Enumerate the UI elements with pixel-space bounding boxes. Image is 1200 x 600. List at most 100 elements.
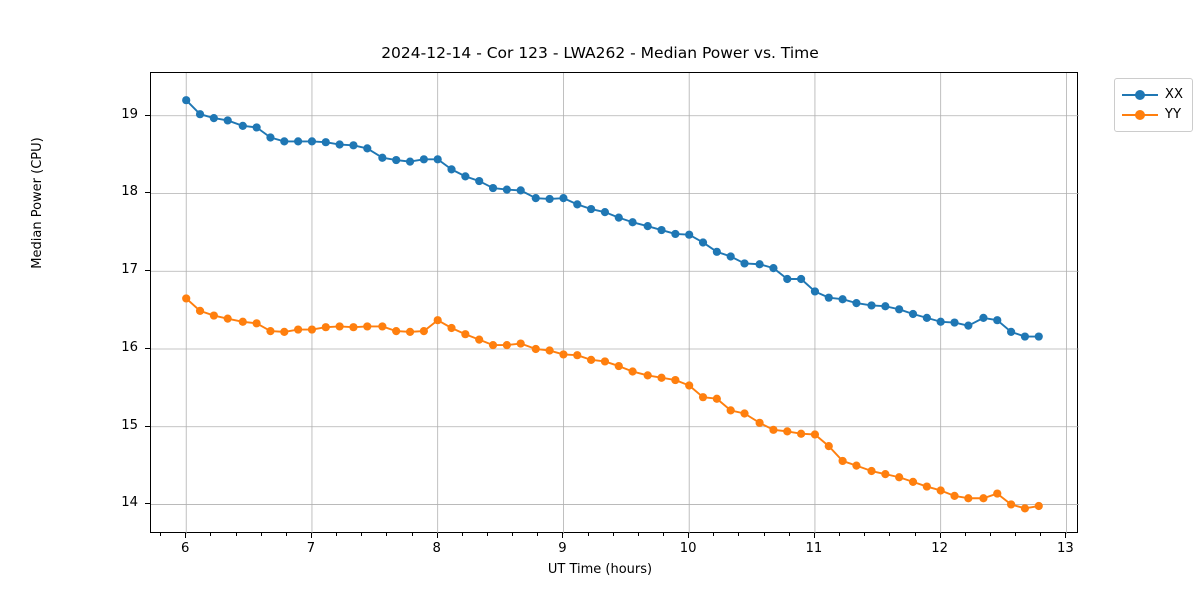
data-point: [516, 339, 525, 348]
data-point: [266, 327, 275, 336]
data-point: [335, 322, 344, 331]
data-point: [712, 247, 721, 256]
data-point: [475, 335, 484, 344]
axis-tick-mark: [763, 533, 765, 537]
data-point: [769, 425, 778, 434]
axis-tick-mark: [144, 347, 150, 349]
data-point: [182, 96, 191, 105]
axis-tick-mark: [864, 533, 866, 537]
axis-tick-mark: [411, 533, 413, 537]
data-point: [573, 351, 582, 360]
data-point: [755, 260, 764, 269]
axis-tick-mark: [144, 192, 150, 194]
x-tick-label: 13: [1057, 541, 1074, 556]
data-point: [307, 137, 317, 146]
axis-tick-mark: [310, 533, 312, 539]
data-point: [797, 429, 806, 438]
axis-tick-mark: [889, 533, 891, 537]
data-point: [378, 322, 387, 331]
data-point: [726, 406, 735, 415]
data-point: [740, 259, 749, 268]
data-point: [614, 361, 623, 371]
data-point: [964, 321, 973, 330]
axis-tick-mark: [144, 503, 150, 505]
data-point: [587, 355, 596, 364]
data-point: [545, 194, 554, 204]
data-point: [419, 327, 428, 336]
y-tick-label: 19: [121, 106, 138, 122]
y-tick-label: 16: [121, 339, 138, 355]
data-point: [280, 327, 289, 336]
chart-legend: XX YY: [1113, 78, 1193, 132]
x-tick-label: 11: [805, 541, 823, 556]
data-point: [182, 294, 191, 303]
data-point: [363, 144, 372, 153]
data-point: [238, 317, 247, 326]
legend-entry-xx[interactable]: XX: [1121, 85, 1183, 105]
data-point: [908, 309, 918, 319]
data-point: [881, 470, 890, 479]
legend-marker-icon: [1121, 108, 1158, 122]
data-point: [783, 274, 792, 284]
axis-tick-mark: [144, 425, 150, 427]
data-point: [461, 172, 470, 181]
data-point: [950, 491, 959, 501]
data-point: [280, 137, 289, 146]
data-point: [838, 456, 847, 466]
x-tick-label: 10: [679, 541, 697, 556]
axis-tick-mark: [612, 533, 614, 537]
axis-tick-mark: [210, 533, 212, 537]
data-point: [321, 323, 330, 332]
data-point: [726, 252, 735, 261]
data-point: [614, 213, 623, 222]
data-point: [433, 155, 442, 164]
y-axis-label: Median Power (CPU): [30, 137, 45, 269]
data-point: [895, 473, 904, 482]
axis-tick-mark: [562, 533, 564, 539]
data-point: [419, 155, 428, 164]
data-point: [628, 218, 637, 227]
axis-tick-mark: [537, 533, 539, 537]
data-point: [740, 409, 749, 418]
data-series-layer: [182, 96, 1043, 513]
axis-tick-mark: [1065, 533, 1067, 539]
data-point: [392, 155, 401, 165]
data-point: [922, 313, 931, 322]
data-point: [657, 373, 666, 382]
axis-tick-mark: [663, 533, 665, 537]
plot-area: [150, 72, 1079, 534]
data-point: [797, 274, 806, 284]
data-point: [349, 141, 358, 150]
axis-tick-mark: [260, 533, 262, 537]
y-tick-label: 17: [121, 262, 138, 278]
data-point: [769, 264, 778, 273]
axis-tick-mark: [336, 533, 338, 537]
y-tick-label: 14: [121, 495, 138, 511]
data-point: [335, 140, 344, 149]
data-point: [867, 301, 876, 310]
data-point: [964, 494, 973, 503]
data-point: [516, 186, 525, 195]
axis-tick-mark: [914, 533, 916, 537]
data-point: [223, 314, 232, 323]
data-point: [252, 123, 261, 132]
x-axis-label: UT Time (hours): [547, 562, 653, 577]
data-point: [545, 346, 554, 355]
series-yy: [182, 294, 1043, 513]
series-xx: [182, 96, 1043, 341]
data-point: [1007, 500, 1016, 509]
data-point: [475, 176, 484, 186]
axis-tick-mark: [989, 533, 991, 537]
data-point: [838, 295, 847, 304]
data-point: [1020, 332, 1030, 341]
legend-entry-yy[interactable]: YY: [1121, 105, 1183, 125]
axis-tick-mark: [688, 533, 690, 539]
data-point: [252, 319, 261, 328]
axis-tick-mark: [1015, 533, 1017, 537]
data-point: [755, 418, 764, 427]
data-point: [698, 393, 708, 402]
data-point: [950, 318, 959, 327]
data-point: [587, 204, 596, 214]
axis-tick-mark: [939, 533, 941, 539]
axis-tick-mark: [637, 533, 639, 537]
